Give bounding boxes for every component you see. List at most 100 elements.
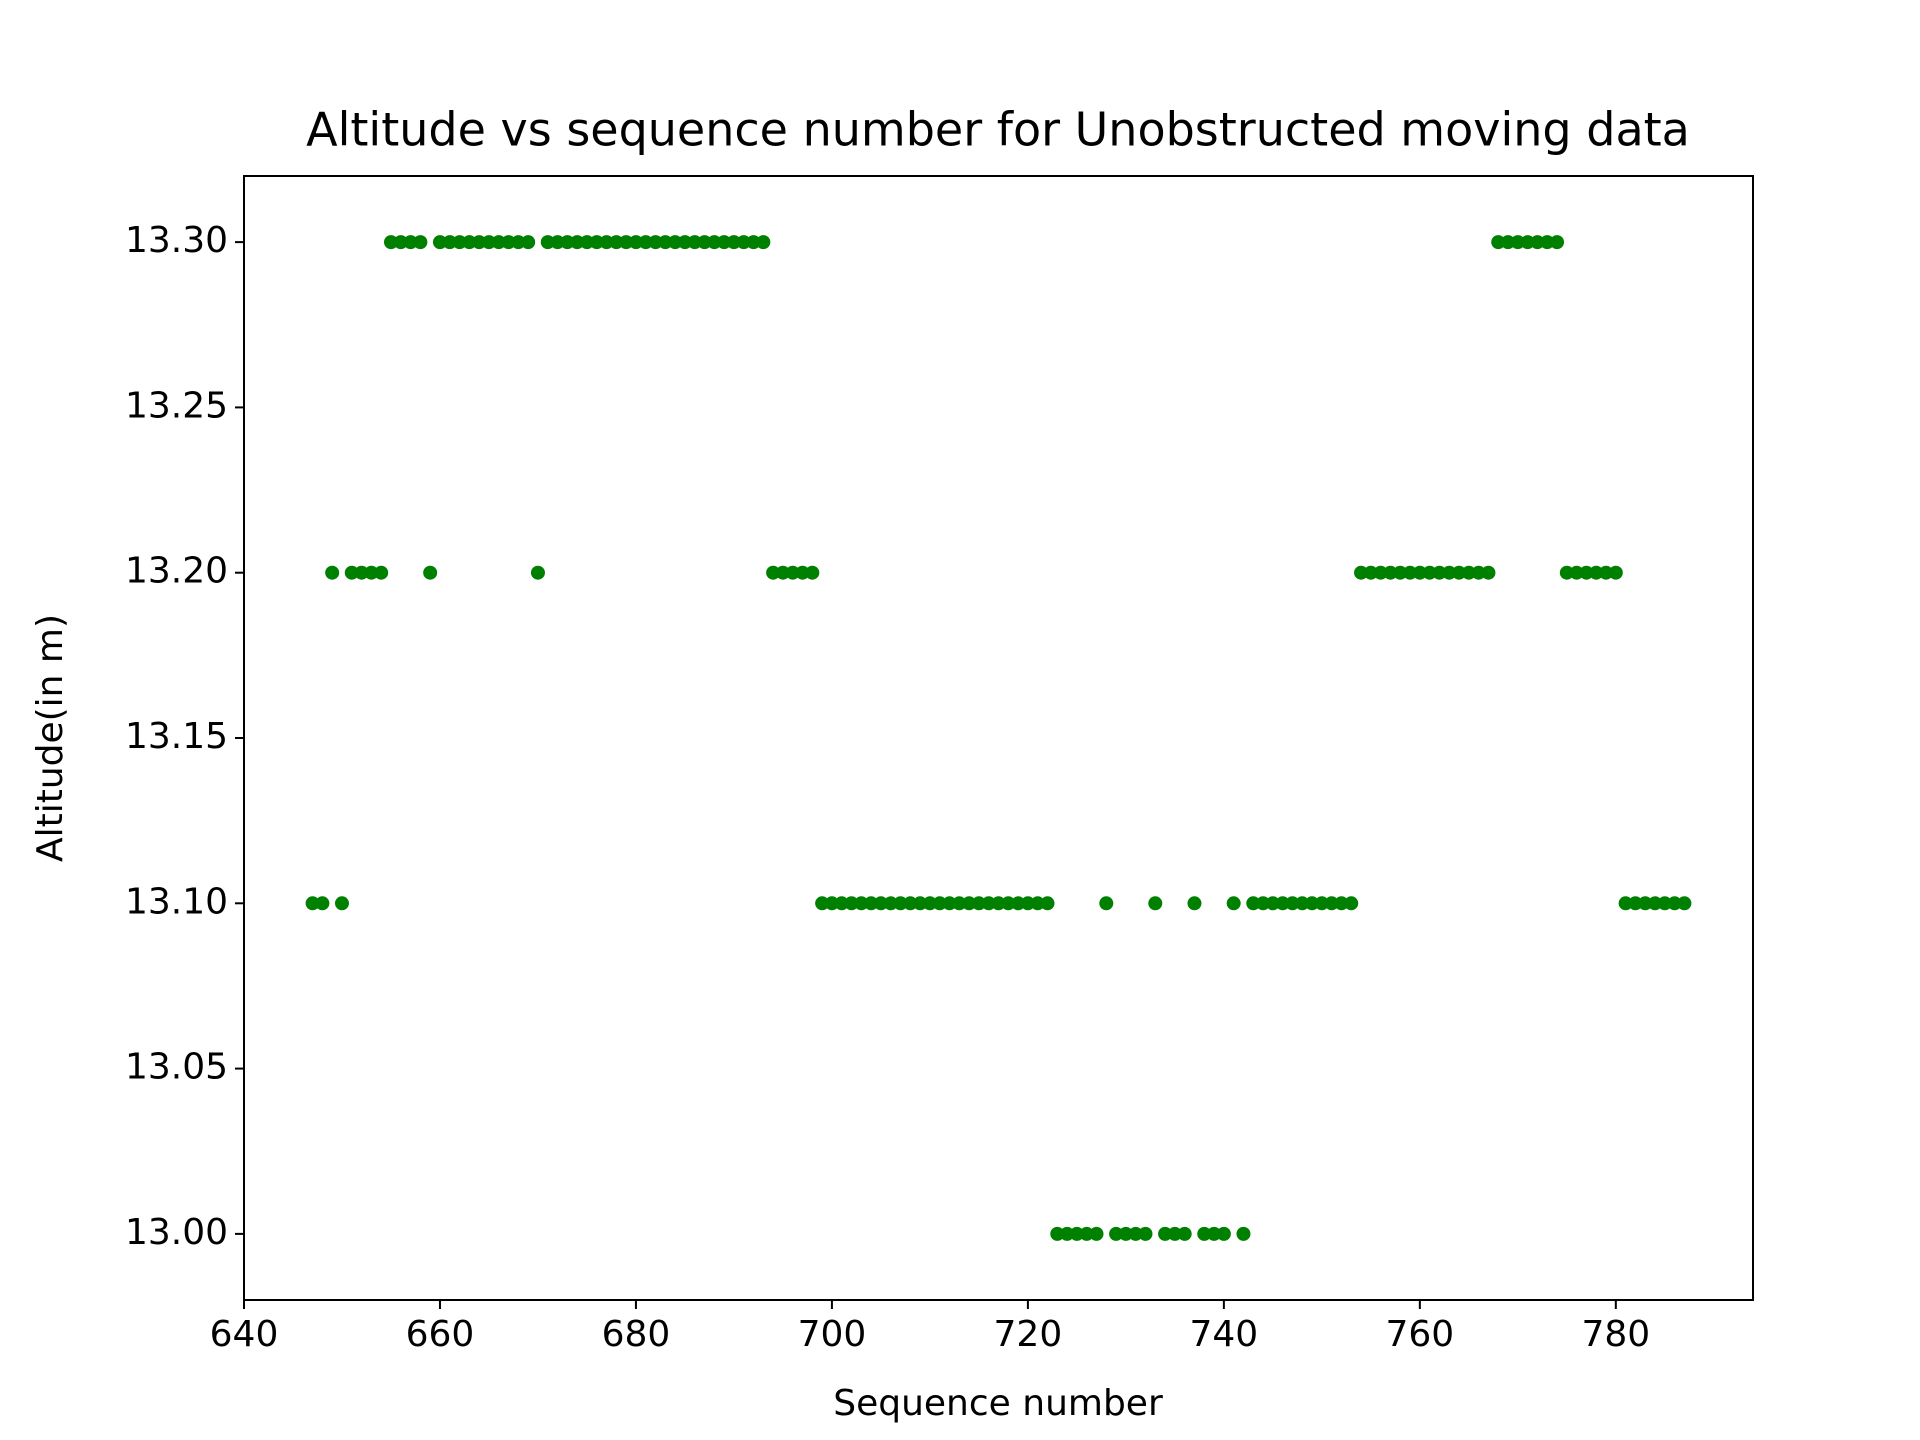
point: [766, 565, 781, 580]
point: [991, 896, 1006, 911]
point: [1187, 896, 1202, 911]
point: [707, 235, 722, 250]
x-tick-label: 740: [1190, 1314, 1259, 1355]
point: [501, 235, 516, 250]
point: [305, 896, 320, 911]
point: [403, 235, 418, 250]
point: [383, 235, 398, 250]
point: [1089, 1226, 1104, 1241]
point: [726, 235, 741, 250]
point: [854, 896, 869, 911]
point: [1314, 896, 1329, 911]
point: [1275, 896, 1290, 911]
point: [393, 235, 408, 250]
point: [648, 235, 663, 250]
x-tick-label: 680: [602, 1314, 671, 1355]
point: [1334, 896, 1349, 911]
point: [521, 235, 536, 250]
point: [1158, 1226, 1173, 1241]
x-tick-label: 780: [1581, 1314, 1650, 1355]
point: [1344, 896, 1359, 911]
point: [942, 896, 957, 911]
point: [1295, 896, 1310, 911]
point: [1608, 565, 1623, 580]
point: [1599, 565, 1614, 580]
point: [1305, 896, 1320, 911]
point: [697, 235, 712, 250]
point: [638, 235, 653, 250]
point: [1501, 235, 1516, 250]
point: [1657, 896, 1672, 911]
point: [315, 896, 330, 911]
point: [1491, 235, 1506, 250]
x-tick-label: 700: [798, 1314, 867, 1355]
point: [736, 235, 751, 250]
x-tick-label: 640: [210, 1314, 279, 1355]
point: [619, 235, 634, 250]
point: [785, 565, 800, 580]
point: [677, 235, 692, 250]
point: [599, 235, 614, 250]
point: [922, 896, 937, 911]
point: [1432, 565, 1447, 580]
point: [1452, 565, 1467, 580]
y-axis-label: Altitude(in m): [30, 614, 71, 862]
point: [971, 896, 986, 911]
point: [1461, 565, 1476, 580]
point: [805, 565, 820, 580]
point: [511, 235, 526, 250]
x-axis-label: Sequence number: [833, 1383, 1163, 1424]
chart-title: Altitude vs sequence number for Unobstru…: [306, 103, 1690, 157]
point: [1354, 565, 1369, 580]
point: [334, 896, 349, 911]
point: [1442, 565, 1457, 580]
point: [932, 896, 947, 911]
point: [432, 235, 447, 250]
point: [893, 896, 908, 911]
point: [442, 235, 457, 250]
point: [824, 896, 839, 911]
point: [413, 235, 428, 250]
point: [1236, 1226, 1251, 1241]
point: [1118, 1226, 1133, 1241]
point: [1363, 565, 1378, 580]
point: [746, 235, 761, 250]
point: [1403, 565, 1418, 580]
point: [1256, 896, 1271, 911]
point: [1510, 235, 1525, 250]
point: [364, 565, 379, 580]
point: [1471, 565, 1486, 580]
point: [540, 235, 555, 250]
point: [1677, 896, 1692, 911]
point: [668, 235, 683, 250]
point: [579, 235, 594, 250]
point: [717, 235, 732, 250]
point: [1216, 1226, 1231, 1241]
point: [354, 565, 369, 580]
y-tick-label: 13.25: [125, 385, 228, 426]
point: [1167, 1226, 1182, 1241]
point: [1667, 896, 1682, 911]
point: [1393, 565, 1408, 580]
point: [913, 896, 928, 911]
point: [530, 565, 545, 580]
point: [1138, 1226, 1153, 1241]
point: [903, 896, 918, 911]
point: [1246, 896, 1261, 911]
point: [1060, 1226, 1075, 1241]
point: [1099, 896, 1114, 911]
point: [589, 235, 604, 250]
point: [1648, 896, 1663, 911]
y-tick-label: 13.10: [125, 881, 228, 922]
point: [1226, 896, 1241, 911]
point: [1540, 235, 1555, 250]
point: [481, 235, 496, 250]
plot-frame: [243, 175, 1754, 1301]
point: [1550, 235, 1565, 250]
y-tick-label: 13.30: [125, 220, 228, 261]
point: [1530, 235, 1545, 250]
point: [423, 565, 438, 580]
point: [873, 896, 888, 911]
point: [1040, 896, 1055, 911]
point: [1589, 565, 1604, 580]
